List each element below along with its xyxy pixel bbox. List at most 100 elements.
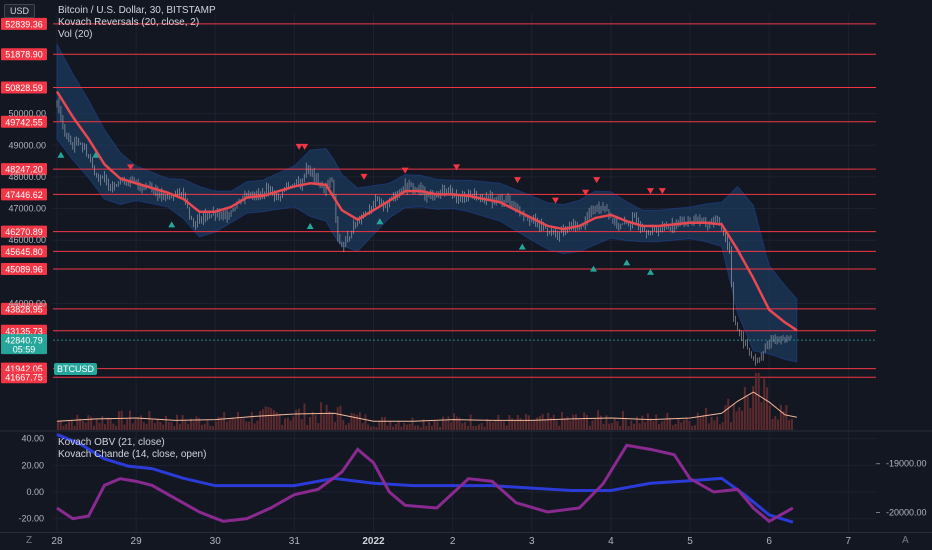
symbol-title[interactable]: Bitcoin / U.S. Dollar, 30, BITSTAMP (58, 5, 216, 16)
indicator-kovach-chande[interactable]: Kovach Chande (14, close, open) (58, 449, 207, 460)
oscillator-legend: Kovach OBV (21, close) Kovach Chande (14… (58, 437, 206, 461)
volume-bar (685, 418, 688, 430)
volume-bar (181, 415, 184, 430)
volume-bar (284, 418, 287, 430)
volume-bar (414, 425, 417, 430)
volume-bar (270, 408, 273, 430)
volume-bar (566, 416, 569, 430)
volume-bar (768, 405, 771, 430)
volume-bar (242, 418, 245, 430)
current-price-bg (1, 334, 47, 355)
volume-bar (441, 416, 444, 430)
volume-bar (533, 420, 536, 430)
volume-bar (583, 412, 586, 430)
indicator-kovach-reversals[interactable]: Kovach Reversals (20, close, 2) (58, 17, 200, 28)
volume-bar (735, 411, 738, 430)
level-label: 43828.95 (5, 304, 43, 314)
level-label: 45645.80 (5, 247, 43, 257)
x-tick-label: 2 (450, 536, 456, 547)
volume-bar (475, 426, 478, 430)
down-marker (401, 167, 409, 174)
volume-bar (405, 424, 408, 430)
volume-bar (203, 423, 206, 430)
down-marker (646, 188, 654, 195)
volume-bar (621, 411, 624, 430)
level-label-bg (1, 225, 47, 238)
volume-bar (331, 414, 334, 430)
volume-bar (264, 406, 267, 430)
level-label-bg (1, 262, 47, 275)
currency-badge[interactable]: USD (4, 4, 36, 18)
x-tick-label: 2022 (362, 536, 385, 547)
volume-bar (178, 423, 181, 430)
volume-bar (261, 408, 264, 430)
volume-bar (635, 416, 638, 430)
volume-bar (187, 423, 190, 430)
volume-bar (117, 411, 120, 430)
down-marker (127, 164, 135, 171)
volume-bar (633, 423, 636, 430)
auto-scale-icon[interactable]: A (902, 535, 909, 546)
volume-bar (785, 405, 788, 430)
volume-bar (167, 422, 170, 430)
down-marker (453, 164, 461, 171)
level-label-bg (1, 188, 47, 201)
volume-bar (469, 414, 472, 430)
y-tick-label: 48000.00 (8, 172, 46, 182)
level-label-bg (1, 163, 47, 176)
x-tick-label: 4 (608, 536, 614, 547)
volume-bar (92, 425, 95, 430)
volume-bar (400, 426, 403, 430)
volume-bar (724, 405, 727, 430)
volume-bar (477, 424, 480, 430)
level-label: 47446.62 (5, 190, 43, 200)
x-tick-label: 31 (289, 536, 301, 547)
volume-bar (140, 415, 143, 430)
volume-bar (558, 425, 561, 430)
volume-bar (137, 417, 140, 430)
volume-histogram (56, 372, 797, 430)
volume-bar (104, 424, 107, 430)
volume-bar (164, 415, 167, 430)
volume-bar (693, 425, 696, 430)
volume-bar (231, 418, 234, 430)
indicator-kovach-obv[interactable]: Kovach OBV (21, close) (58, 437, 165, 448)
volume-bar (256, 420, 259, 430)
level-label-bg (1, 324, 47, 337)
level-label-bg (1, 371, 47, 384)
x-tick-label: 5 (687, 536, 693, 547)
zoom-icon[interactable]: Z (26, 535, 33, 546)
volume-bar (333, 422, 336, 430)
x-tick-label: 6 (766, 536, 772, 547)
up-marker (168, 221, 176, 228)
volume-bar (547, 412, 550, 430)
oscillator-pane: 40.00 20.00 0.00 -20.00 -19000.00 -20000.00 (18, 433, 927, 524)
volume-bar (109, 418, 112, 430)
y-tick-label: 44000.00 (8, 298, 46, 308)
volume-bar (234, 419, 237, 430)
volume-bar (65, 424, 68, 430)
volume-bar (184, 420, 187, 430)
volume-bar (206, 420, 209, 430)
volume-bar (159, 421, 162, 430)
up-marker (57, 151, 65, 158)
volume-bar (610, 423, 613, 430)
volume-bar (450, 422, 453, 430)
volume-bar (766, 387, 769, 430)
indicator-volume[interactable]: Vol (20) (58, 29, 93, 40)
volume-bar (572, 414, 575, 430)
volume-bar (131, 423, 134, 430)
volume-bar (225, 421, 228, 430)
volume-bar (128, 410, 131, 430)
volume-bar (259, 411, 262, 430)
x-tick-label: 28 (51, 536, 63, 547)
volume-bar (292, 416, 295, 430)
volume-bar (702, 415, 705, 430)
volume-bar (657, 424, 660, 430)
volume-bar (497, 414, 500, 430)
volume-bar (588, 425, 591, 430)
current-price-label: 42840.79 (5, 336, 43, 346)
volume-bar (530, 421, 533, 430)
volume-bar (699, 417, 702, 430)
